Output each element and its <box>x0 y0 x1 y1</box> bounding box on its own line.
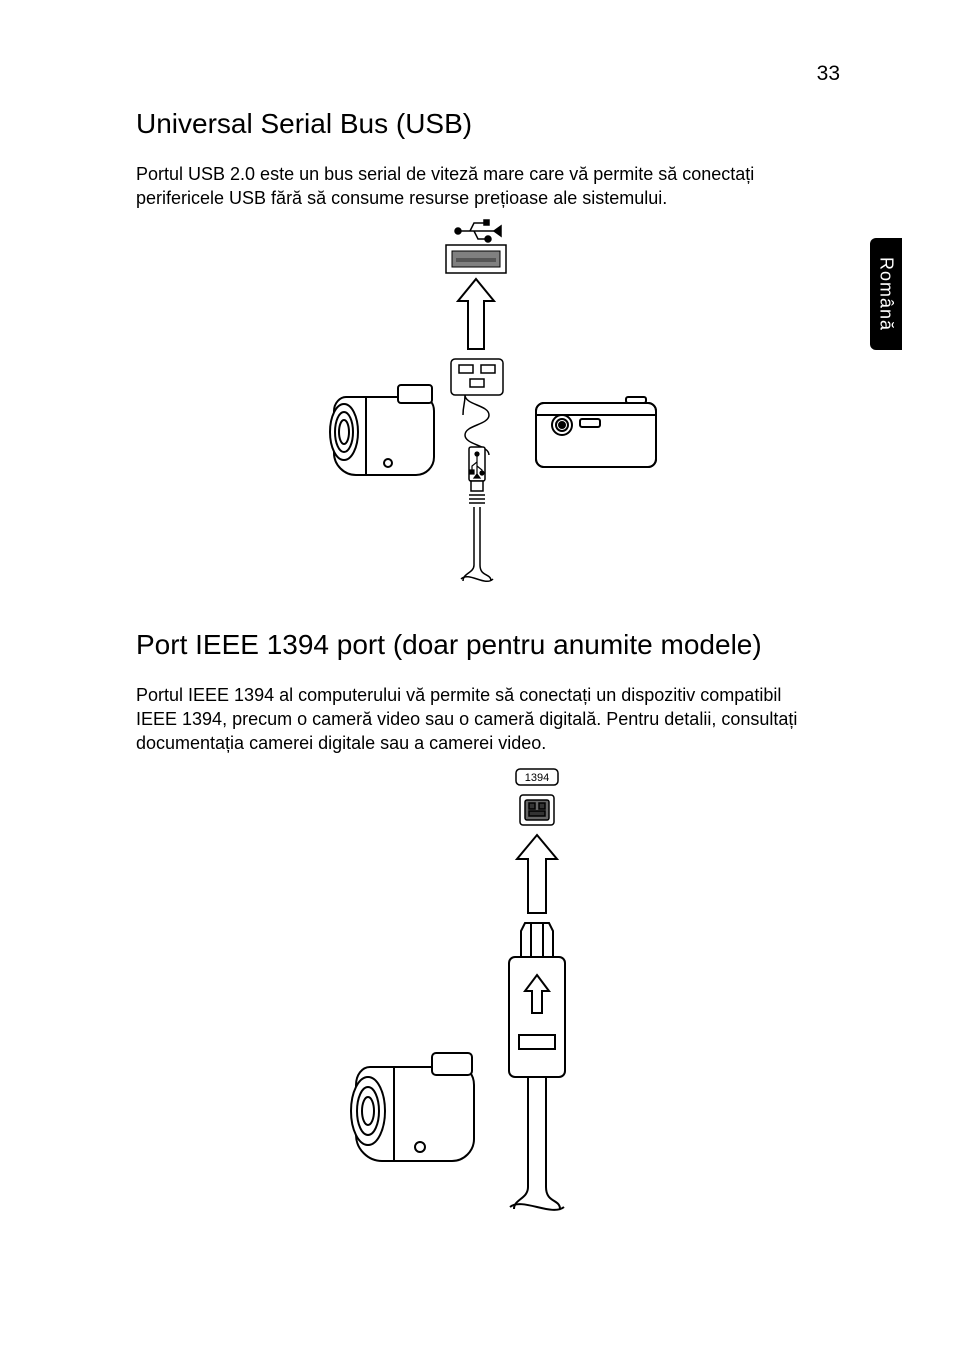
usb-diagram <box>256 219 696 599</box>
language-tab: Română <box>870 238 902 350</box>
camcorder-icon <box>330 385 434 475</box>
page-number: 33 <box>817 62 840 86</box>
ieee-heading: Port IEEE 1394 port (doar pentru anumite… <box>136 629 816 661</box>
usb-paragraph: Portul USB 2.0 este un bus serial de vit… <box>136 162 816 211</box>
usb-heading: Universal Serial Bus (USB) <box>136 108 816 140</box>
ieee-diagram: 1394 <box>296 765 656 1245</box>
page-content: Universal Serial Bus (USB) Portul USB 2.… <box>136 108 816 1245</box>
language-tab-label: Română <box>876 257 897 331</box>
ieee-paragraph: Portul IEEE 1394 al computerului vă perm… <box>136 683 816 756</box>
camera-icon <box>536 397 656 467</box>
ieee-1394-label: 1394 <box>525 772 549 784</box>
camcorder-icon <box>351 1053 474 1161</box>
usb-trident-icon <box>455 220 501 242</box>
